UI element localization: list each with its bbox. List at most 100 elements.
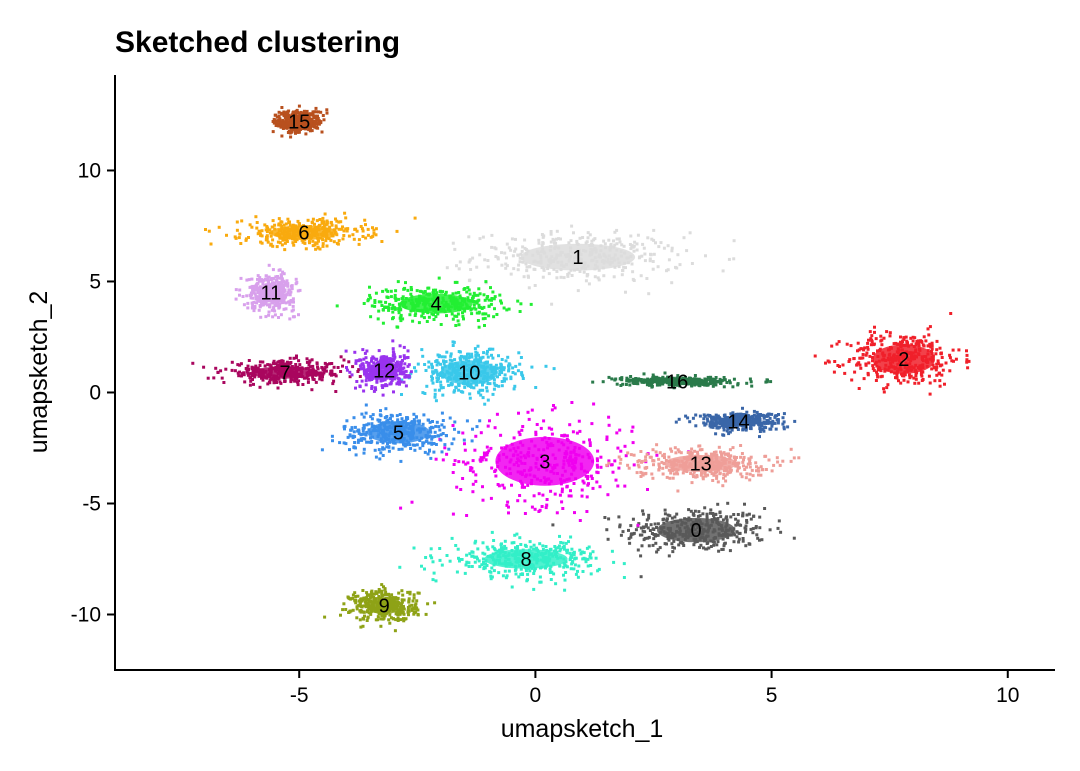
cluster-point: [264, 238, 268, 242]
cluster-point: [440, 423, 444, 427]
cluster-point: [202, 365, 206, 369]
cluster-point: [581, 557, 585, 561]
cluster-point: [457, 388, 461, 392]
cluster-point: [361, 437, 365, 440]
cluster-point: [670, 246, 674, 250]
cluster-point: [238, 370, 242, 374]
cluster-point: [388, 613, 392, 617]
cluster-point: [354, 386, 357, 390]
cluster-point: [938, 379, 942, 383]
cluster-point: [571, 559, 575, 563]
cluster-point: [517, 351, 521, 355]
cluster-point: [479, 356, 483, 360]
cluster-point: [407, 613, 410, 617]
cluster-point: [388, 359, 392, 363]
cluster-point: [377, 300, 381, 304]
cluster-point: [440, 411, 444, 415]
cluster-point: [310, 358, 314, 362]
cluster-point: [360, 438, 364, 442]
cluster-point: [617, 237, 621, 241]
cluster-point: [718, 510, 722, 514]
cluster-point: [265, 236, 269, 239]
cluster-point: [308, 360, 312, 364]
cluster-point: [411, 319, 415, 323]
cluster-point: [394, 297, 398, 301]
cluster-point: [379, 359, 382, 363]
cluster-point: [470, 466, 474, 470]
cluster-point: [948, 369, 952, 373]
cluster-point: [713, 517, 717, 521]
cluster-point: [689, 509, 693, 513]
cluster-point: [756, 536, 760, 540]
cluster-point: [719, 515, 723, 519]
cluster-point: [448, 559, 452, 563]
cluster-point: [504, 377, 508, 381]
cluster-point: [555, 550, 559, 554]
cluster-point: [488, 382, 492, 386]
cluster-point: [337, 227, 341, 231]
cluster-point: [874, 337, 878, 341]
cluster-point: [399, 366, 403, 369]
cluster-point: [705, 512, 709, 516]
cluster-point: [533, 284, 537, 287]
cluster-point: [630, 429, 634, 433]
cluster-5-core: [367, 421, 430, 444]
cluster-point: [736, 513, 740, 516]
cluster-point: [517, 575, 521, 579]
cluster-point: [249, 376, 252, 380]
cluster-point: [514, 364, 518, 368]
cluster-point: [491, 545, 495, 549]
cluster-point: [372, 228, 376, 232]
cluster-point: [395, 414, 399, 418]
cluster-point: [410, 420, 414, 424]
cluster-point: [507, 505, 510, 509]
cluster-10-points: [387, 340, 556, 406]
cluster-point: [830, 344, 834, 348]
cluster-point: [292, 243, 296, 247]
cluster-point: [752, 514, 756, 518]
cluster-point: [477, 303, 481, 307]
cluster-point: [315, 361, 319, 365]
cluster-point: [440, 355, 444, 359]
cluster-point: [285, 362, 289, 366]
cluster-point: [732, 239, 736, 243]
cluster-point: [607, 517, 611, 521]
cluster-point: [430, 437, 434, 441]
cluster-point: [425, 292, 429, 296]
cluster-point: [930, 367, 934, 371]
cluster-point: [432, 371, 436, 375]
cluster-point: [435, 420, 439, 424]
cluster-point: [432, 318, 436, 321]
cluster-point: [467, 561, 471, 565]
cluster-point: [269, 377, 273, 381]
cluster-point: [913, 381, 917, 385]
cluster-point: [261, 303, 265, 307]
cluster-point: [562, 276, 566, 280]
cluster-point: [490, 353, 493, 357]
cluster-point: [596, 471, 600, 475]
cluster-point: [620, 273, 624, 277]
cluster-point: [261, 282, 265, 285]
cluster-point: [471, 427, 474, 431]
cluster-point: [373, 299, 377, 302]
cluster-point: [618, 240, 622, 244]
cluster-point: [503, 373, 507, 377]
cluster-point: [632, 463, 636, 467]
cluster-point: [528, 540, 532, 544]
cluster-point: [290, 284, 294, 288]
cluster-point: [360, 362, 364, 366]
cluster-point: [635, 242, 639, 246]
cluster-point: [631, 425, 635, 429]
cluster-point: [518, 256, 522, 260]
cluster-point: [391, 310, 395, 314]
cluster-point: [549, 240, 553, 244]
cluster-point: [366, 227, 370, 231]
cluster-point: [656, 265, 660, 269]
cluster-point: [645, 277, 649, 280]
cluster-point: [636, 233, 640, 237]
cluster-point: [926, 344, 930, 348]
cluster-point: [280, 362, 284, 366]
cluster-point: [250, 374, 254, 378]
cluster-point: [453, 389, 457, 393]
cluster-point: [586, 564, 590, 568]
